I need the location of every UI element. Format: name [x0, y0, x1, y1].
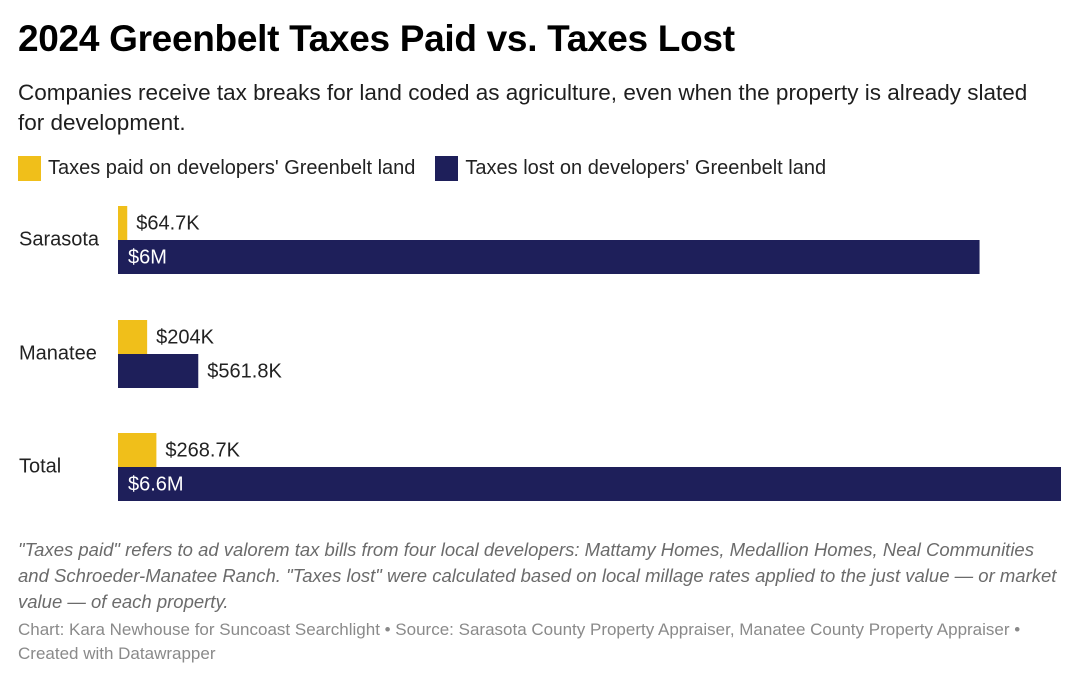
data-label-lost-total: $6.6M [128, 473, 184, 495]
legend-item-paid: Taxes paid on developers' Greenbelt land [18, 156, 415, 181]
data-label-paid-sarasota: $64.7K [136, 212, 200, 234]
chart-title: 2024 Greenbelt Taxes Paid vs. Taxes Lost [18, 18, 735, 59]
data-label-lost-sarasota: $6M [128, 246, 167, 268]
bar-lost-total [118, 467, 1061, 501]
bar-paid-sarasota [118, 206, 128, 240]
legend-label-paid: Taxes paid on developers' Greenbelt land [48, 157, 416, 179]
data-label-paid-manatee: $204K [156, 326, 214, 348]
bar-paid-total [118, 433, 157, 467]
data-label-paid-total: $268.7K [165, 439, 240, 461]
legend-swatch-paid [18, 156, 41, 181]
bar-lost-manatee [118, 354, 199, 388]
data-label-lost-manatee: $561.8K [207, 360, 282, 382]
chart-notes: "Taxes paid" refers to ad valorem tax bi… [18, 539, 1057, 612]
chart-subtitle: Companies receive tax breaks for land co… [18, 80, 1028, 135]
bar-paid-manatee [118, 320, 148, 354]
legend-item-lost: Taxes lost on developers' Greenbelt land [435, 156, 826, 181]
category-label-manatee: Manatee [19, 342, 97, 364]
legend-swatch-lost [435, 156, 459, 181]
chart-credits: Chart: Kara Newhouse for Suncoast Search… [18, 620, 1021, 663]
category-label-total: Total [19, 455, 61, 477]
bar-lost-sarasota [118, 240, 980, 274]
category-label-sarasota: Sarasota [19, 228, 100, 250]
legend-label-lost: Taxes lost on developers' Greenbelt land [465, 157, 827, 179]
legend: Taxes paid on developers' Greenbelt land… [18, 156, 846, 181]
